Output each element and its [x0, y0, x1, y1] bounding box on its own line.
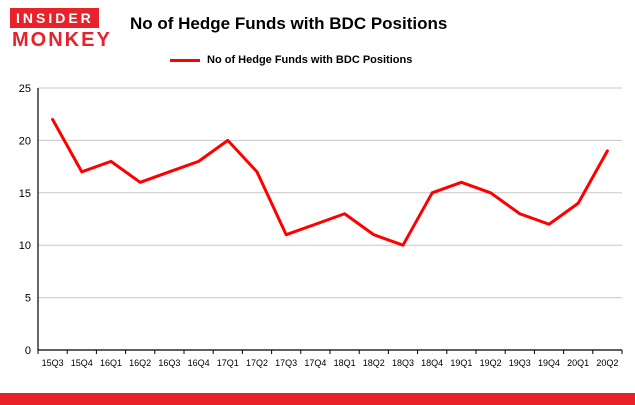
x-tick-label: 15Q4	[71, 358, 93, 368]
x-tick-label: 19Q4	[538, 358, 560, 368]
x-tick-label: 18Q4	[421, 358, 443, 368]
x-tick-label: 20Q1	[567, 358, 589, 368]
x-tick-label: 16Q2	[129, 358, 151, 368]
x-tick-label: 16Q3	[158, 358, 180, 368]
x-tick-label: 17Q4	[304, 358, 326, 368]
x-tick-label: 18Q3	[392, 358, 414, 368]
y-tick-label: 15	[19, 188, 31, 200]
x-tick-label: 16Q4	[188, 358, 210, 368]
legend-label: No of Hedge Funds with BDC Positions	[207, 54, 413, 66]
y-tick-label: 20	[19, 135, 31, 147]
x-tick-label: 16Q1	[100, 358, 122, 368]
y-tick-label: 0	[25, 345, 31, 357]
legend-line-swatch	[170, 58, 200, 62]
x-tick-label: 18Q1	[334, 358, 356, 368]
x-tick-label: 17Q2	[246, 358, 268, 368]
x-tick-label: 19Q3	[509, 358, 531, 368]
x-tick-label: 17Q3	[275, 358, 297, 368]
y-tick-label: 10	[19, 240, 31, 252]
y-tick-label: 5	[25, 293, 31, 305]
x-tick-label: 15Q3	[42, 358, 64, 368]
x-tick-label: 20Q2	[596, 358, 618, 368]
x-tick-label: 19Q2	[480, 358, 502, 368]
y-tick-label: 25	[19, 83, 31, 95]
footer-red-bar	[0, 393, 635, 405]
logo-insider-text: INSIDER	[10, 8, 99, 28]
chart-legend: No of Hedge Funds with BDC Positions	[170, 54, 412, 66]
x-tick-label: 19Q1	[450, 358, 472, 368]
data-series-line	[51, 117, 609, 247]
x-tick-label: 18Q2	[363, 358, 385, 368]
x-tick-label: 17Q1	[217, 358, 239, 368]
insider-monkey-logo: INSIDER MONKEY	[10, 8, 130, 52]
logo-monkey-text: MONKEY	[12, 29, 112, 51]
page-title: No of Hedge Funds with BDC Positions	[130, 14, 448, 33]
